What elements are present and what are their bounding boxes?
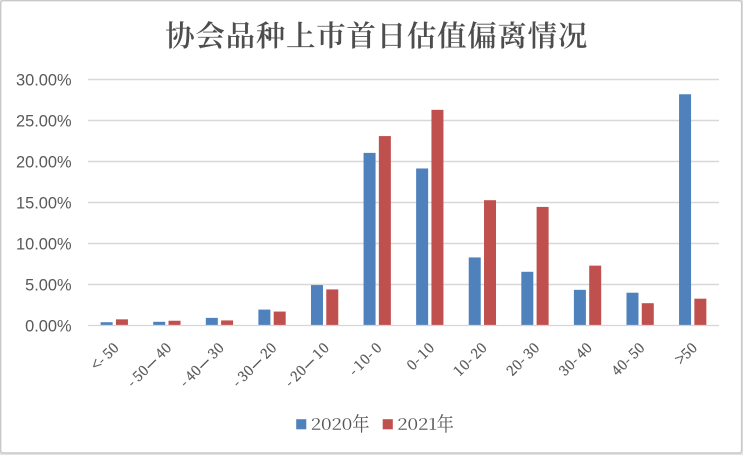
svg-text:25.00%: 25.00% [16, 112, 72, 130]
svg-text:5.00%: 5.00% [25, 276, 71, 294]
svg-text:30.00%: 30.00% [16, 71, 72, 89]
svg-text:20.00%: 20.00% [16, 153, 72, 171]
svg-text:10.00%: 10.00% [16, 235, 72, 253]
svg-text:15.00%: 15.00% [16, 194, 72, 212]
svg-text:0.00%: 0.00% [25, 317, 71, 335]
